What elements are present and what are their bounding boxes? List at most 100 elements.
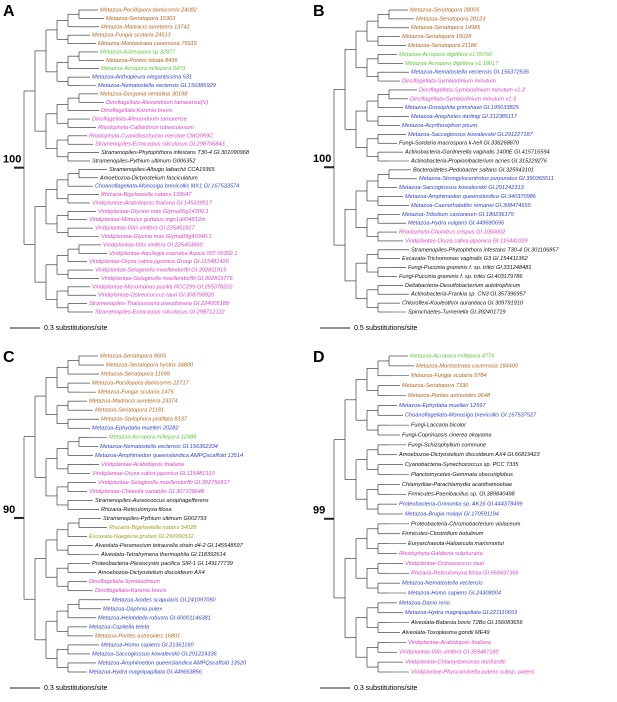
leaf-label: Stramenopiles-Phytophthora infestans T30…: [101, 150, 250, 156]
leaf-label: Metazoa-Seriatopora 15028: [402, 34, 472, 40]
leaf-label: Viridiplantae-Chlorella variabilis GI.30…: [89, 489, 205, 495]
leaf-label: Planctomycetes-Gemmata obscuriglobus: [411, 472, 513, 478]
support-value: 100: [313, 153, 331, 165]
leaf-label: Metazoa-Porites astreoides 16801: [95, 633, 180, 639]
leaf-label: Rhizaria-Bigelowiella natans 139647: [101, 192, 192, 198]
leaf-label: Metazoa-Danio rerio: [399, 600, 450, 606]
leaf-label: Viridiplantae-Arabidopsis thaliana GI.14…: [92, 200, 213, 206]
leaf-label: Metazoa-Madracis auretenra 23374: [89, 399, 178, 405]
leaf-label: Dinoflagellata-Symbiodinium: [89, 579, 160, 585]
leaf-label: Viridiplantae-Selaginella moellendorffii…: [95, 268, 227, 274]
leaf-label: Viridiplantae-Vitis vinifera GI.22545386…: [103, 242, 204, 248]
leaf-label: Choanoflagellata-Monosiga brevicollis GI…: [405, 413, 537, 419]
leaf-label: Firmicutes-Paenibacillus sp. GI.38984049…: [408, 492, 516, 498]
leaf-label: Firmicutes-Clostridium botulinum: [402, 531, 484, 537]
leaf-label: Metazoa-Homo sapiens GI.24308004: [408, 590, 501, 596]
support-value: 100: [3, 154, 21, 166]
leaf-label: Metazoa-Seriatopora 28123: [416, 16, 486, 22]
leaf-label: Rhodophyta-Calliarthron tuberculosum: [98, 125, 194, 131]
leaf-label: Metazoa-Fungia scutaria 24513: [92, 33, 172, 39]
leaf-label: Metazoa-Amphimedon queenslandica AMPQsca…: [98, 660, 247, 666]
support-value: 90: [3, 504, 15, 516]
leaf-label: Stramenopiles-Phytophthora infestans T30…: [411, 247, 559, 253]
leaf-label: Metazoa-Brugia malayi GI.170591194: [405, 511, 499, 517]
leaf-label: Chlamydiae-Parachlamydia acanthamoebae: [402, 482, 512, 488]
leaf-label: Viridiplantae-Mimulus guttatus mgv1a0048…: [89, 217, 206, 223]
leaf-label: Metazoa-Seriatopora 14985: [411, 25, 481, 31]
leaf-label: Viridiplantae-Glycine max Glyma06g14300.…: [98, 209, 209, 215]
panel-letter: C: [3, 349, 15, 366]
leaf-label: Metazoa-Acropora digitifera v1.05760: [399, 52, 493, 58]
leaf-label: Dinoflagellata-Symbiodinium minutum v1.2: [419, 87, 526, 93]
leaf-label: Metazoa-Fungia scutaria 5784: [411, 373, 487, 379]
leaf-label: Metazoa-Hydra vulgaris GI.449680696: [408, 221, 505, 227]
leaf-label: Fungi-Coprinopsis cinerea okayama: [402, 432, 492, 438]
scale-label: 0.3 substitutions/site: [44, 685, 108, 692]
leaf-label: Metazoa-Gorgonia ventalina 30198: [100, 91, 188, 97]
leaf-label: Metazoa-Ephydatia muelleri 12597: [399, 403, 486, 409]
leaf-label: Dinoflagellata-Karenia brevis: [101, 108, 173, 114]
leaf-label: Metazoa-Astreopora sp 32877: [100, 49, 176, 55]
leaf-label: Actinobacteria-Propionibacterium acnes G…: [410, 158, 548, 164]
leaf-label: Metazoa-Saccoglossus kowalevskii GI.2912…: [399, 185, 525, 191]
leaf-label: Viridiplantae-Micromonas pusilla RCC299 …: [92, 284, 233, 290]
leaf-label: Viridiplantae-Vitis vinifera GI.35948718…: [399, 650, 500, 656]
leaf-label: Metazoa-Helobdella robusta GI.6000114638…: [98, 615, 211, 621]
leaf-label: Actinobacteria-Gardnerella vaginalis 140…: [404, 150, 550, 156]
leaf-label: Metazoa-Ixodes scapularis GI.241097050: [112, 597, 216, 603]
leaf-label: Metazoa-Seriatopora 21181: [95, 408, 164, 414]
leaf-label: Metazoa-Pocillopora damicornis 22717: [92, 381, 190, 387]
leaf-label: Metazoa-Seriatopora 7330: [402, 383, 469, 389]
support-value: 99: [313, 505, 325, 517]
leaf-label: Metazoa-Anopheles darlingi GI.312385117: [411, 114, 518, 120]
leaf-label: Metazoa-Hydra magnipapillata GI.22111065…: [405, 610, 518, 616]
leaf-label: Metazoa-Nematostella vectensis GI.156362…: [100, 444, 218, 450]
leaf-label: Proteobacteria-Grimontia sp. AK16 GI.444…: [399, 502, 523, 508]
leaf-label: Viridiplantae-Oryza sativa japonica Grou…: [89, 259, 230, 265]
leaf-label: Metazoa-Drosophila grimshawi GI.19503382…: [405, 105, 520, 111]
leaf-label: Metazoa-Strongylocentrotus purpuratus GI…: [419, 176, 554, 182]
leaf-label: Stramenopiles-Pythium ultimum G006352: [92, 158, 196, 164]
leaf-label: Metazoa-Acyrthosiphon pisum: [402, 123, 478, 129]
leaf-label: Metazoa-Daphnia pulex: [103, 606, 162, 612]
leaf-label: Metazoa-Seriatopora 21186: [408, 43, 478, 49]
leaf-label: Rhizaria-Bigelowiella natans 54028: [109, 525, 197, 531]
leaf-label: Dinoflagellata-Symbiodinium minutum v1.3: [410, 96, 517, 102]
leaf-label: Stramenopiles-Thalassiosira pseudonana G…: [89, 301, 230, 307]
leaf-label: Alveolata-Tetrahymena thermophila GI.118…: [100, 552, 226, 558]
leaf-label: Metazoa-Tribolium castaneum GI.189236175: [402, 212, 515, 218]
leaf-label: Alveolata-Paramecium tetraurelia strain …: [94, 543, 244, 549]
leaf-label: Rhizaria-Reticulomyxa filosa GI.56943736…: [411, 571, 519, 577]
leaf-label: Metazoa-Nematostella vectensis GI.156372…: [411, 70, 530, 76]
leaf-label: Metazoa-Fungia scutaria 1475: [98, 390, 174, 396]
leaf-label: Viridiplantae-Vitis vinifera GI.22545181…: [95, 226, 196, 232]
scale-label: 0.3 substitutions/site: [354, 685, 418, 692]
panel-letter: D: [313, 349, 325, 366]
leaf-label: Dinoflagellata-Alexandrium tamarense(V): [106, 100, 208, 106]
leaf-label: Viridiplantae-Oryza sativa japonica GI.1…: [405, 238, 528, 244]
leaf-label: Metazoa-Acropora millepora 12488: [109, 435, 197, 441]
leaf-label: Metazoa-Acropora millepora 4776: [410, 353, 495, 359]
leaf-label: Metazoa-Madracis auretenra 13742: [101, 24, 191, 30]
leaf-label: Alveolata-Babesia bovis T2Bo GI.15608365…: [410, 620, 524, 626]
leaf-label: Metazoa-Montastraea cavernosa 184400: [416, 363, 519, 369]
leaf-label: Viridiplantae-Selaginella moellendorffii…: [98, 480, 231, 486]
leaf-label: Rhodophyta-Galdieria sulphuraria: [399, 551, 483, 557]
leaf-label: Alveolata-Toxoplasma gondii ME49: [401, 630, 489, 636]
panel-letter: B: [313, 3, 325, 20]
leaf-label: Viridiplantae-Aquilegia coerulea Aquca 0…: [109, 251, 237, 257]
leaf-label: Metazoa-Acropora digitifera v1.18017: [405, 61, 499, 67]
leaf-label: Viridiplantae-Arabidopsis thaliana: [408, 640, 491, 646]
leaf-label: Metazoa-Seriatopora hystrix 34800: [106, 363, 194, 369]
leaf-label: Metazoa-Saccoglossus kowalevskii GI.2912…: [92, 651, 218, 657]
leaf-label: Metazoa-Hydra magnipapillata GI.44966385…: [89, 669, 203, 675]
leaf-label: Metazoa-Caenorhabditis remanei GI.308474…: [411, 203, 532, 209]
leaf-label: Choanoflagellata-Monosiga brevicollis MX…: [95, 184, 239, 190]
leaf-label: Cyanobacteria-Synechococcus sp. PCC 7335: [405, 462, 519, 468]
leaf-label: Metazoa-Porites astreoides 9648: [408, 393, 491, 399]
leaf-label: Rhizaria-Reticulomyxa filosa: [101, 507, 172, 513]
leaf-label: Metazoa-Capitella teleta: [89, 624, 149, 630]
leaf-label: Actinobacteria-Frankia sp. CN3 GI.357396…: [410, 292, 527, 298]
leaf-label: Bacteroidetes-Pedobacter saltans GI.3259…: [413, 167, 534, 173]
